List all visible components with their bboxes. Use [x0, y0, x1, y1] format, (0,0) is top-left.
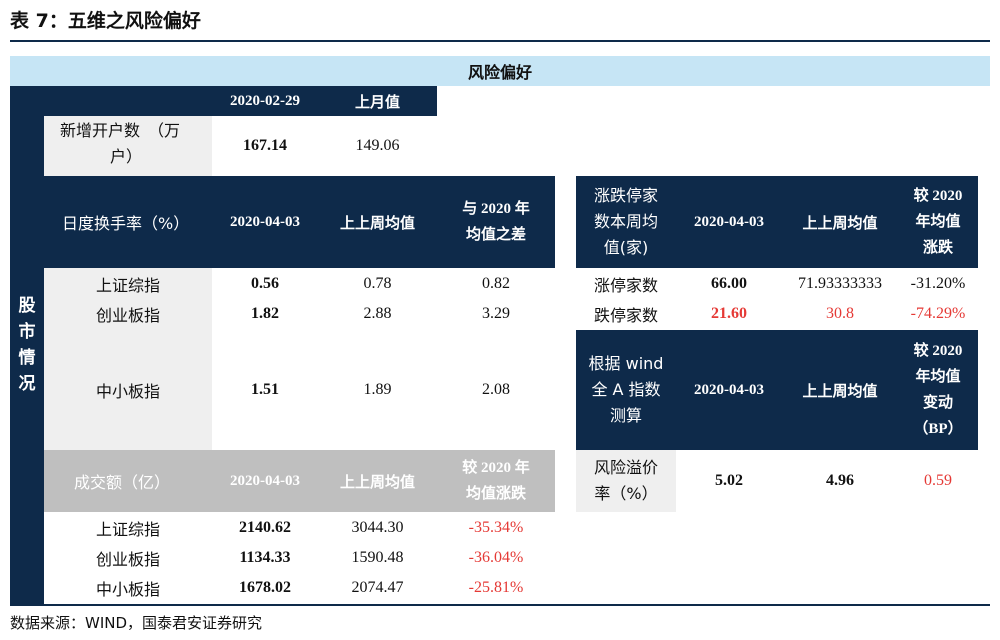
- accounts-label-bg: [44, 116, 212, 176]
- turnover-row-prev: 1.89: [363, 381, 392, 398]
- volume-row-value: 1134.33: [239, 549, 291, 566]
- accounts-value: 167.14: [243, 137, 287, 154]
- volume-prev-header: 上上周均值: [339, 472, 415, 491]
- limits-date-header: 2020-04-03: [694, 213, 764, 230]
- volume-row-prev: 2074.47: [351, 579, 404, 596]
- side-label-char: 市: [18, 322, 36, 342]
- volume-row-value: 2140.62: [239, 519, 291, 536]
- limits-row-chg: -74.29%: [910, 305, 966, 322]
- turnover-row-diff: 3.29: [482, 305, 510, 322]
- premium-prev-header: 上上周均值: [802, 381, 878, 400]
- limits-header-bar: [576, 176, 978, 268]
- turnover-row-value: 1.51: [251, 381, 279, 398]
- volume-row-chg: -25.81%: [468, 579, 524, 596]
- title-divider: [10, 40, 990, 42]
- side-label-char: 情: [18, 348, 36, 368]
- volume-row-name: 上证综指: [95, 520, 160, 539]
- limits-row-name: 涨停家数: [593, 276, 658, 295]
- turnover-row-prev: 0.78: [363, 275, 392, 292]
- source-note: 数据来源：WIND，国泰君安证券研究: [10, 614, 263, 632]
- volume-row-prev: 1590.48: [351, 549, 404, 566]
- premium-chg-header: 较 2020 年均值 变动 （BP）: [913, 343, 963, 437]
- turnover-row-diff: 0.82: [482, 275, 510, 292]
- volume-row-value: 1678.02: [239, 579, 291, 596]
- limits-row-prev: 71.93333333: [798, 275, 882, 292]
- volume-row-chg: -36.04%: [468, 549, 524, 566]
- premium-label: 根据 wind 全 A 指数 测算: [588, 354, 664, 425]
- turnover-date-header: 2020-04-03: [230, 213, 300, 230]
- turnover-diff-header: 与 2020 年 均值之差: [462, 201, 530, 243]
- limits-row-name: 跌停家数: [593, 306, 658, 325]
- premium-value: 5.02: [715, 472, 743, 489]
- turnover-row-diff: 2.08: [482, 381, 510, 398]
- volume-row-prev: 3044.30: [351, 519, 404, 536]
- side-label: 股 市 情 况: [10, 86, 44, 604]
- turnover-row-name: 创业板指: [95, 306, 160, 325]
- volume-row-chg: -35.34%: [468, 519, 524, 536]
- turnover-label: 日度换手率（%）: [62, 214, 190, 233]
- limits-prev-header: 上上周均值: [802, 213, 878, 232]
- volume-date-header: 2020-04-03: [230, 472, 300, 489]
- turnover-header-bar: [44, 176, 555, 268]
- side-label-char: 股: [18, 296, 36, 316]
- turnover-row-value: 1.82: [251, 305, 279, 322]
- accounts-date-header: 2020-02-29: [230, 92, 300, 109]
- volume-label: 成交额（亿）: [74, 473, 171, 492]
- premium-chg-value: 0.59: [924, 472, 952, 489]
- premium-prev-value: 4.96: [826, 472, 854, 489]
- section-banner: 风险偏好: [10, 56, 990, 86]
- limits-row-chg: -31.20%: [910, 275, 966, 292]
- accounts-prev-header: 上月值: [354, 92, 400, 111]
- turnover-row-value: 0.56: [251, 275, 279, 292]
- premium-date-header: 2020-04-03: [694, 381, 764, 398]
- limits-chg-header: 较 2020 年均值 涨跌: [913, 188, 963, 256]
- bottom-divider: [10, 604, 990, 606]
- turnover-row-name: 中小板指: [95, 382, 160, 401]
- limits-row-prev: 30.8: [826, 305, 854, 322]
- limits-label: 涨跌停家 数本周均 值(家): [593, 186, 658, 257]
- volume-row-name: 中小板指: [95, 580, 160, 599]
- volume-chg-header: 较 2020 年 均值涨跌: [462, 460, 530, 502]
- turnover-row-prev: 2.88: [363, 305, 392, 322]
- limits-row-value: 66.00: [711, 275, 747, 292]
- premium-row-name-bg: [576, 450, 676, 512]
- turnover-row-name: 上证综指: [95, 276, 160, 295]
- limits-row-value: 21.60: [711, 305, 747, 322]
- turnover-prev-header: 上上周均值: [339, 213, 415, 232]
- accounts-prev-value: 149.06: [355, 137, 400, 154]
- turnover-label-bg: [44, 268, 212, 450]
- premium-row-name: 风险溢价 率（%）: [593, 458, 658, 503]
- accounts-header-bar: [44, 86, 437, 116]
- page-title: 表 7：五维之风险偏好: [10, 10, 201, 32]
- accounts-row-label: 新增开户数 （万 户）: [60, 121, 181, 166]
- side-label-char: 况: [18, 374, 36, 394]
- volume-header-bar: [44, 450, 555, 512]
- volume-row-name: 创业板指: [95, 550, 160, 569]
- premium-header-bar: [576, 330, 978, 450]
